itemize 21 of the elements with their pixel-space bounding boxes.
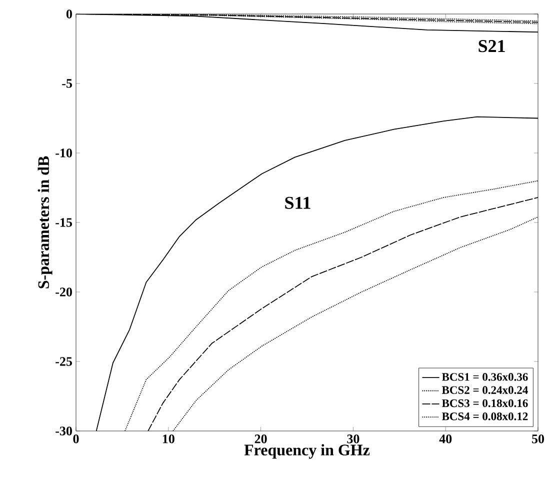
y-axis-title: S-parameters in dB [38, 156, 52, 288]
legend-label: BCS3 = 0.18x0.16 [442, 399, 528, 408]
y-tick-label: -15 [56, 218, 72, 227]
x-tick-label: 40 [439, 434, 452, 444]
legend-label: BCS4 = 0.08x0.12 [442, 412, 528, 420]
x-tick-label: 50 [532, 434, 544, 444]
y-tick-label: 0 [66, 10, 72, 18]
y-tick-label: -30 [56, 426, 72, 436]
y-tick-label: -20 [56, 288, 72, 296]
y-tick-label: -25 [56, 357, 72, 366]
y-tick-label: -10 [56, 148, 72, 158]
x-tick-label: 10 [162, 434, 174, 444]
x-tick-label: 30 [347, 434, 360, 444]
annotation: S21 [478, 40, 505, 52]
x-tick-label: 20 [254, 434, 267, 444]
y-tick-label: -5 [62, 79, 72, 88]
legend-label: BCS1 = 0.36x0.36 [442, 373, 528, 381]
x-axis-title: Frequency in GHz [244, 444, 370, 459]
legend-label: BCS2 = 0.24x0.24 [442, 386, 528, 394]
annotation: S11 [285, 196, 310, 209]
x-tick-label: 0 [73, 434, 79, 444]
